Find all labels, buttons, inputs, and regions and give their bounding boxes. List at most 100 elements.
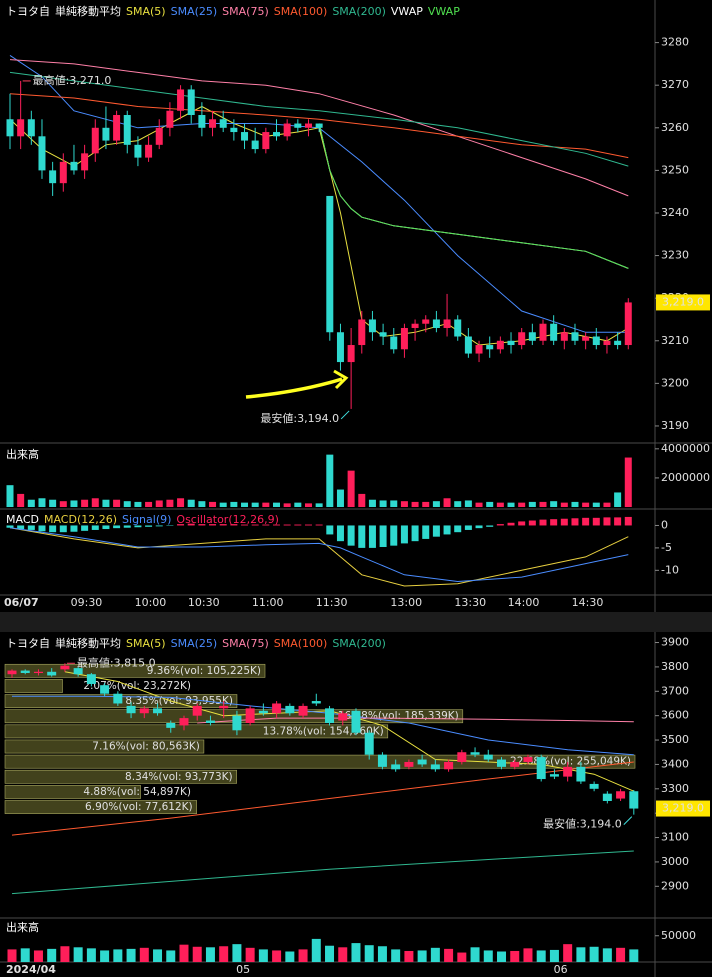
volume-bar [338,947,348,962]
candle-body [123,115,131,145]
volume-profile-bar [4,800,197,814]
oscillator-bar [560,518,568,526]
candle-body [629,791,639,809]
legend-entry: VWAP [391,5,423,18]
oscillator-bar [283,524,291,526]
oscillator-bar [134,525,142,528]
volume-bar [563,944,573,962]
panel-header: トヨタ自 単純移動平均 SMA(5) SMA(25) SMA(75) SMA(100) SM… [6,4,460,18]
oscillator-bar [241,524,249,526]
candle-body [400,327,408,350]
volume-profile-label: 16.48%(vol: 185,339K) [338,710,459,722]
y-tick-label: 3250 [661,163,689,176]
candle-body [464,336,472,354]
y-tick-label: 3280 [661,36,689,49]
indicator-line [197,717,634,724]
candle-body [49,170,57,184]
candle-body [603,340,611,346]
indicator-line [9,59,629,197]
candle-body [177,89,185,111]
candle-body [33,671,43,674]
volume-bar [232,944,242,962]
volume-bar [304,503,312,507]
volume-profile-bar [4,769,237,784]
candle-body [614,340,622,346]
volume-bar [404,950,414,962]
candle-body [443,319,451,328]
volume-bar [294,502,302,507]
legend-entry: SMA(100) [274,5,328,18]
candle-body [523,757,533,762]
candle-body [6,119,14,137]
legend-entry: SMA(100) [274,637,328,650]
volume-bar [81,499,89,507]
volume-bar [400,501,408,507]
legend-entry: Oscillator(12,26,9) [176,513,278,526]
volume-bar [251,502,259,507]
candle-body [155,127,163,145]
last-price-label: 3,219.0 [662,295,704,308]
volume-bar [510,950,520,962]
candle-body [241,132,249,141]
legend-entry: MACD(12,26) [44,513,117,526]
volume-bar [100,950,110,962]
candle-body [470,752,480,755]
volume-bar [616,947,626,962]
candle-body [139,708,149,714]
x-tick-label: 13:30 [454,596,486,609]
candle-body [209,119,217,128]
candle-body [592,336,600,346]
oscillator-bar [187,523,195,526]
candle-body [73,668,83,675]
oscillator-bar [27,525,35,530]
candle-body [571,332,579,341]
candle-body [59,161,67,184]
candle-body [251,140,259,150]
y-tick-label: 3200 [661,376,689,389]
volume-bar [86,948,96,962]
candle-body [326,195,334,333]
candle-body [70,161,78,171]
oscillator-bar [262,524,270,526]
indicator-line [9,93,629,159]
candle-body [404,761,414,767]
candle-body [273,132,280,137]
candle-body [298,705,308,716]
candle-body [205,720,215,723]
candle-body [285,705,295,714]
oscillator-bar [251,524,259,526]
oscillator-bar [91,525,99,530]
legend-entry: 出来高 [6,920,39,934]
y-tick-label: 3210 [661,334,689,347]
candle-body [364,732,374,755]
volume-bar [417,950,427,962]
y-tick-label: 0 [661,518,668,531]
candle-body [528,332,536,341]
candle-body [536,757,546,780]
volume-bar [205,947,215,962]
y-tick-label: 3900 [661,636,689,649]
volume-bar [443,498,451,507]
volume-bar [326,454,334,507]
legend-entry: SMA(75) [222,637,269,650]
oscillator-bar [582,517,590,526]
volume-bar [179,944,189,962]
volume-bar [49,499,57,507]
y-tick-label: 3600 [661,709,689,722]
candle-body [262,132,270,150]
volume-profile-label: 9.36%(vol: 105,225K) [147,665,261,677]
volume-bar [358,493,366,507]
candle-body [391,764,401,770]
candle-body [81,153,89,171]
candle-body [232,715,242,731]
candle-body [38,136,46,171]
volume-bar [518,502,526,507]
volume-bar [589,946,599,962]
oscillator-bar [38,525,46,532]
x-tick-label: 06/07 [4,596,39,609]
annotation-arrow [245,369,349,399]
candle-body [272,703,282,714]
oscillator-bar [70,525,78,532]
oscillator-bar [145,525,153,527]
